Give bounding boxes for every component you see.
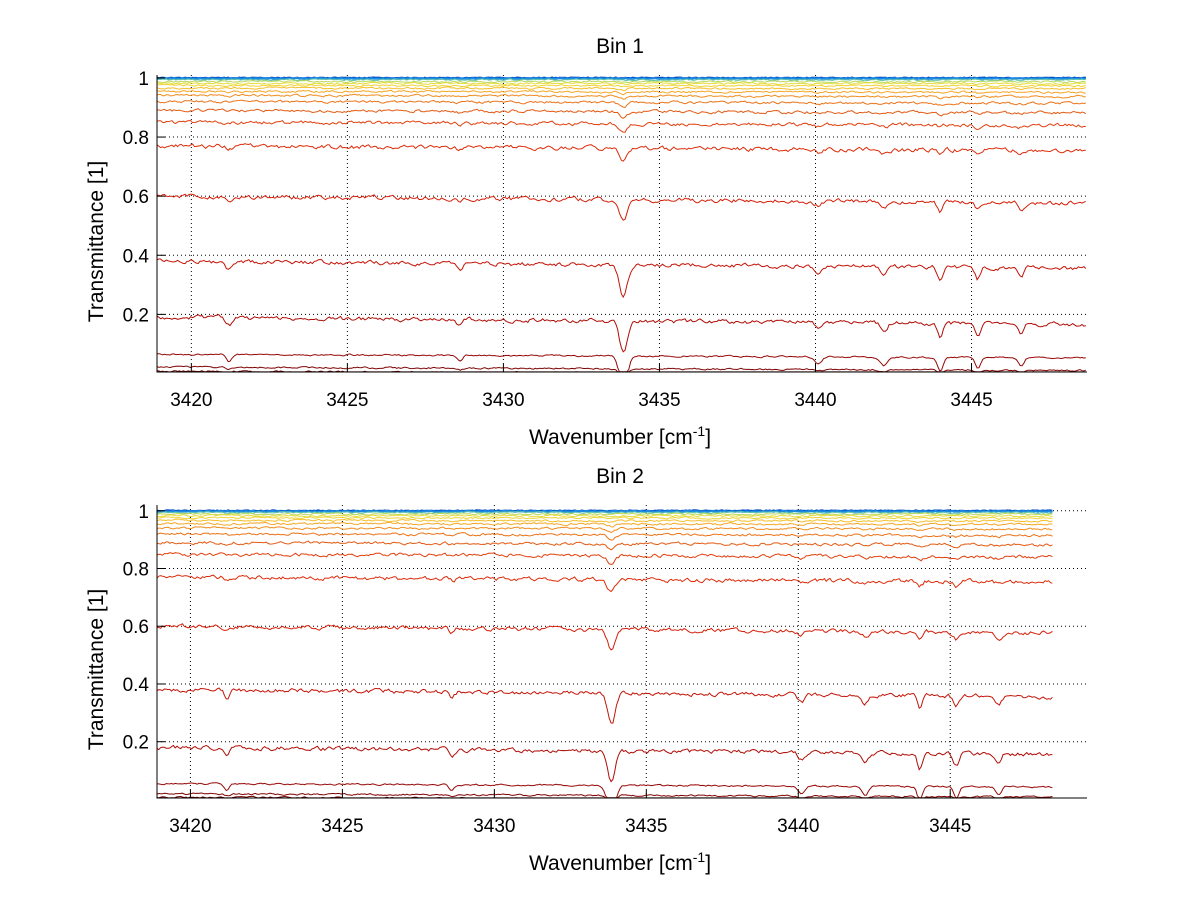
x-tick-label: 3425 [326,390,368,411]
x-axis-label-end: ] [705,852,711,875]
series-line-trace-15 [156,258,1087,299]
y-tick-label: 0.8 [123,560,149,581]
series-line-trace-18 [156,365,1086,373]
series-line-trace-08 [156,89,1086,96]
y-axis-label: Transmittance [1] [85,589,108,750]
y-tick-label: 0.8 [123,128,149,149]
x-axis-label-text: Wavenumber [cm [529,426,693,449]
series-line-trace-05 [156,81,1086,86]
x-tick-label: 3430 [473,816,515,837]
series-line-trace-06 [156,83,1086,88]
series-line-trace-13 [156,143,1086,162]
series-line-trace-10 [156,532,1053,541]
series-line-trace-15 [156,687,1053,724]
y-tick-label: 0.6 [123,187,149,208]
trace-lines [156,509,1053,799]
x-axis-label-end: ] [705,426,711,449]
x-tick-label: 3445 [950,390,992,411]
tick-marks: 3420 3425 3430 3435 3440 3445 0.2 0.4 0.6 0.8 1 [123,502,972,837]
subplot-title: Bin 2 [596,465,644,488]
y-tick-label: 0.4 [123,675,150,696]
subplot-title: Bin 1 [596,35,644,58]
subplot-bin-1: 3420 3425 3430 3435 3440 3445 0.2 0.4 0.6 0.8 1 Bi… [85,35,1087,449]
trace-lines [156,76,1087,373]
series-line-trace-04 [156,79,1086,84]
x-tick-label: 3445 [929,816,971,837]
y-tick-label: 0.6 [123,617,149,638]
x-axis-label: Wavenumber [cm-1] [529,423,711,449]
series-line-trace-17 [157,782,1053,799]
x-axis-label-text: Wavenumber [cm [529,852,693,875]
x-tick-label: 3440 [777,816,819,837]
x-tick-label: 3440 [794,390,836,411]
x-axis-label-superscript: -1 [693,423,706,439]
tick-marks: 3420 3425 3430 3435 3440 3445 0.2 0.4 0.6 0.8 1 [123,69,993,411]
series-line-trace-12 [156,119,1086,133]
x-tick-label: 3435 [638,390,680,411]
series-line-trace-13 [156,574,1053,593]
subplot-bin-2: 3420 3425 3430 3435 3440 3445 0.2 0.4 0.6 0.8 1 Bi… [85,465,1087,875]
series-line-trace-02 [156,77,1086,81]
series-line-trace-09 [156,93,1086,100]
x-axis-label-superscript: -1 [693,849,706,865]
series-line-trace-07 [156,86,1086,92]
series-line-trace-11 [156,540,1053,551]
series-line-trace-08 [156,521,1053,528]
y-tick-label: 1 [138,69,149,90]
grid-lines [157,505,1087,798]
x-tick-label: 3420 [169,816,211,837]
x-tick-label: 3425 [321,816,363,837]
y-tick-label: 0.2 [123,733,149,754]
series-line-trace-12 [156,552,1053,566]
y-tick-label: 0.4 [123,246,150,267]
series-line-trace-14 [156,193,1086,221]
series-line-trace-11 [156,108,1087,119]
series-line-trace-06 [156,516,1053,520]
series-line-trace-10 [156,99,1086,109]
axes-frame [156,505,1087,799]
series-line-trace-16 [156,314,1086,353]
series-line-trace-18 [156,792,1053,799]
series-line-trace-17 [157,353,1086,373]
series-line-trace-07 [156,518,1053,524]
y-tick-label: 0.2 [123,305,149,326]
x-tick-label: 3435 [625,816,667,837]
x-tick-label: 3420 [170,390,212,411]
series-line-trace-09 [156,526,1053,533]
grid-lines [157,75,1087,372]
series-line-trace-03 [156,510,1053,515]
x-tick-label: 3430 [482,390,524,411]
series-line-trace-02 [156,509,1053,513]
series-line-trace-14 [156,623,1053,651]
axis-lines [156,505,1087,799]
x-axis-label: Wavenumber [cm-1] [529,849,711,875]
axis-lines [156,75,1087,373]
series-line-trace-16 [156,744,1053,783]
axes-frame [156,75,1087,373]
series-line-trace-04 [156,512,1053,516]
y-tick-label: 1 [138,502,149,523]
y-axis-label: Transmittance [1] [85,161,108,322]
